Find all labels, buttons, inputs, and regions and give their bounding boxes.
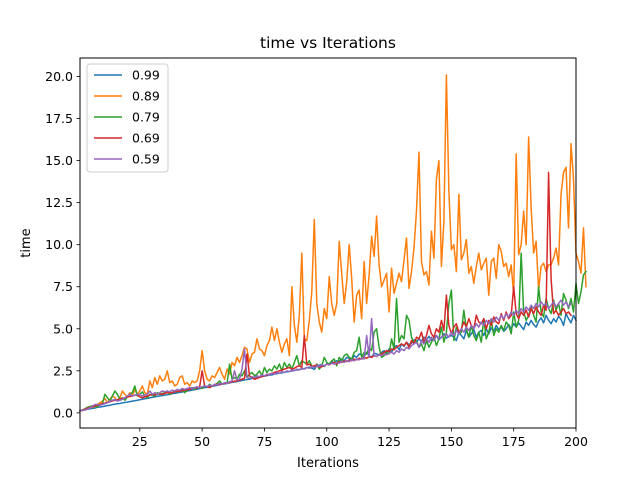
y-tick-label-5: 12.5 [45,195,73,210]
x-tick-label-5: 150 [439,434,463,449]
y-axis: 0.0 2.5 5.0 7.5 10.0 12.5 15.0 17.5 20.0 [45,69,80,420]
series-line-1 [79,74,587,412]
x-tick-label-3: 100 [315,434,339,449]
x-tick-label-2: 75 [256,434,272,449]
x-tick-label-7: 200 [564,434,588,449]
x-tick-label-1: 50 [194,434,210,449]
y-axis-label: time [19,228,34,257]
x-axis: 25 50 75 100 125 150 175 200 [132,428,588,449]
y-tick-label-4: 10.0 [45,237,73,252]
legend-label-2: 0.79 [132,110,160,125]
y-tick-label-3: 7.5 [53,279,73,294]
series-layer [79,74,588,412]
y-tick-label-7: 17.5 [45,111,73,126]
x-tick-label-6: 175 [502,434,526,449]
legend-label-0: 0.99 [132,68,160,83]
y-tick-label-6: 15.0 [45,153,73,168]
legend-label-3: 0.69 [132,131,160,146]
legend-label-4: 0.59 [132,152,160,167]
legend-label-1: 0.89 [132,89,160,104]
plot-frame [79,57,577,429]
y-tick-label-2: 5.0 [53,321,73,336]
y-tick-label-1: 2.5 [53,363,73,378]
legend-box [86,63,169,173]
y-tick-label-0: 0.0 [53,405,73,420]
legend: 0.99 0.89 0.79 0.69 0.59 [86,63,169,173]
y-tick-label-8: 20.0 [45,69,73,84]
series-line-4 [79,299,573,412]
x-tick-label-4: 125 [377,434,401,449]
x-axis-label: Iterations [297,456,359,471]
series-line-2 [79,252,588,412]
chart-title: time vs Iterations [260,34,396,52]
x-tick-label-0: 25 [132,434,148,449]
